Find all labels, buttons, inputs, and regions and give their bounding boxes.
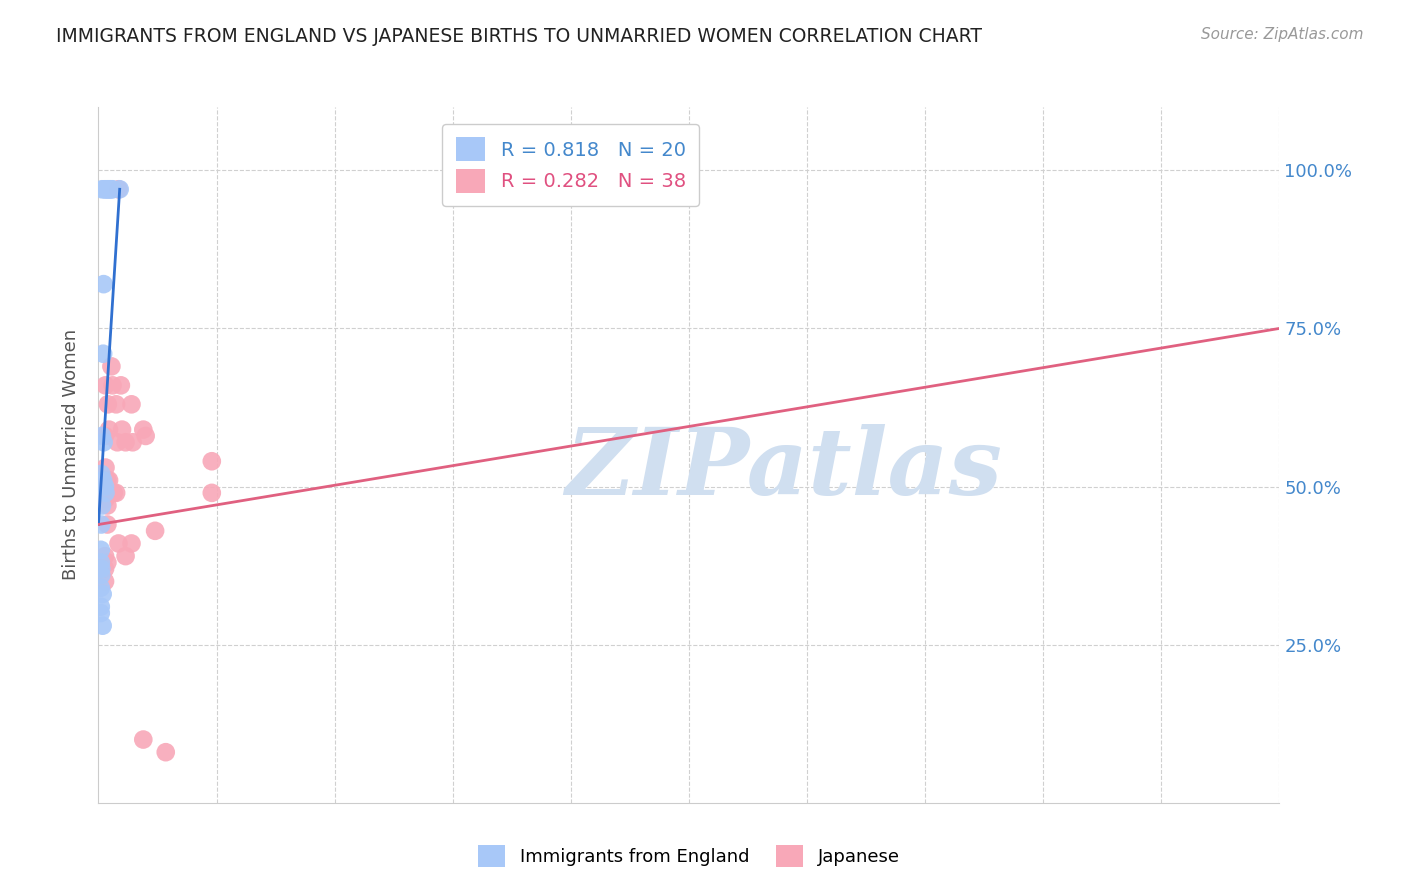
Point — [90, 606, 112, 620]
Point — [110, 378, 132, 392]
Point — [107, 182, 129, 196]
Point — [94, 378, 117, 392]
Point — [94, 562, 117, 576]
Point — [100, 486, 122, 500]
Point — [201, 486, 224, 500]
Point — [94, 460, 117, 475]
Point — [105, 435, 128, 450]
Point — [94, 486, 117, 500]
Point — [96, 517, 118, 532]
Point — [94, 182, 117, 196]
Point — [90, 517, 112, 532]
Point — [93, 435, 115, 450]
Point — [96, 556, 118, 570]
Legend: R = 0.818   N = 20, R = 0.282   N = 38: R = 0.818 N = 20, R = 0.282 N = 38 — [443, 124, 699, 206]
Point — [100, 182, 122, 196]
Legend: Immigrants from England, Japanese: Immigrants from England, Japanese — [471, 838, 907, 874]
Point — [94, 479, 117, 493]
Point — [107, 536, 129, 550]
Point — [108, 182, 131, 196]
Point — [90, 556, 112, 570]
Point — [135, 429, 157, 443]
Point — [90, 467, 112, 481]
Point — [121, 435, 143, 450]
Point — [121, 397, 143, 411]
Point — [132, 423, 155, 437]
Point — [90, 581, 112, 595]
Point — [93, 182, 115, 196]
Point — [155, 745, 177, 759]
Text: IMMIGRANTS FROM ENGLAND VS JAPANESE BIRTHS TO UNMARRIED WOMEN CORRELATION CHART: IMMIGRANTS FROM ENGLAND VS JAPANESE BIRT… — [56, 27, 983, 45]
Point — [98, 486, 121, 500]
Point — [98, 182, 121, 196]
Point — [132, 732, 155, 747]
Text: ZIPatlas: ZIPatlas — [565, 424, 1002, 514]
Point — [98, 182, 121, 196]
Point — [91, 473, 114, 487]
Point — [201, 454, 224, 468]
Point — [90, 562, 112, 576]
Point — [91, 499, 114, 513]
Point — [97, 182, 120, 196]
Point — [98, 473, 121, 487]
Point — [94, 549, 117, 563]
Y-axis label: Births to Unmarried Women: Births to Unmarried Women — [62, 329, 80, 581]
Point — [101, 182, 124, 196]
Text: Source: ZipAtlas.com: Source: ZipAtlas.com — [1201, 27, 1364, 42]
Point — [90, 542, 112, 557]
Point — [96, 499, 118, 513]
Point — [111, 423, 134, 437]
Point — [91, 587, 114, 601]
Point — [91, 182, 114, 196]
Point — [121, 536, 143, 550]
Point — [91, 429, 114, 443]
Point — [94, 492, 117, 507]
Point — [114, 549, 136, 563]
Point — [105, 486, 128, 500]
Point — [96, 473, 118, 487]
Point — [91, 347, 114, 361]
Point — [94, 574, 117, 589]
Point — [93, 277, 115, 292]
Point — [100, 359, 122, 374]
Point — [90, 599, 112, 614]
Point — [143, 524, 166, 538]
Point — [94, 429, 117, 443]
Point — [90, 568, 112, 582]
Point — [97, 397, 120, 411]
Point — [105, 397, 128, 411]
Point — [98, 423, 121, 437]
Point — [103, 486, 125, 500]
Point — [114, 435, 136, 450]
Point — [101, 378, 124, 392]
Point — [91, 618, 114, 632]
Point — [96, 182, 118, 196]
